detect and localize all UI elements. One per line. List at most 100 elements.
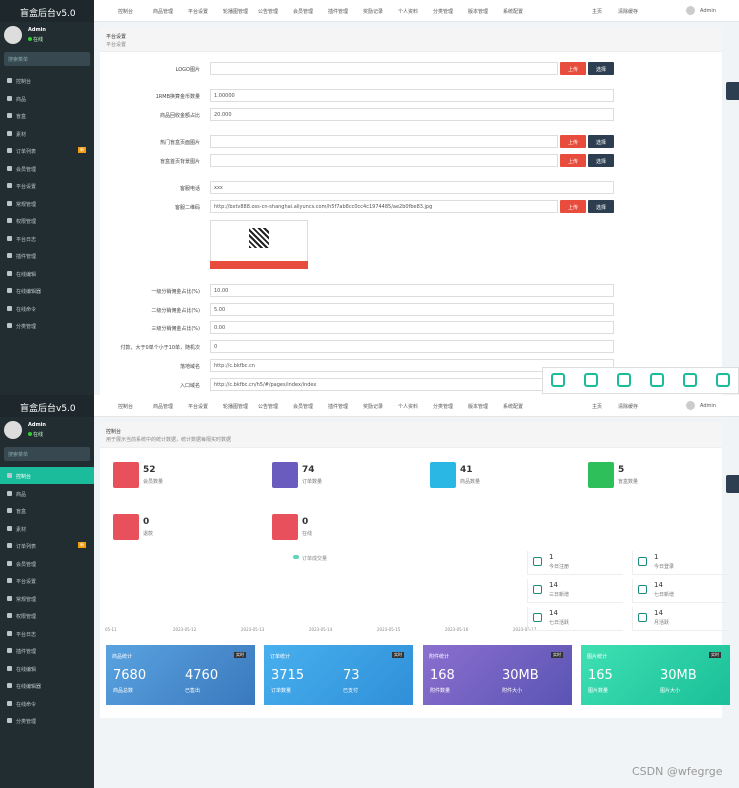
menu-item[interactable]: 常规管理 (16, 596, 37, 603)
menu-item[interactable]: 盲盒 (16, 509, 27, 515)
input[interactable] (210, 321, 614, 334)
nav-cache[interactable]: 清除缓存 (618, 404, 639, 410)
nav-admin[interactable]: Admin (700, 8, 716, 14)
menu-item[interactable]: 订单列表 (16, 544, 37, 550)
input-value: 1.00000 (214, 93, 235, 99)
menu-item[interactable]: 商品 (16, 491, 27, 498)
stat-label: 在线 (302, 531, 313, 537)
input[interactable] (210, 89, 614, 102)
nav-tab[interactable]: 奖励记录 (363, 9, 384, 15)
input[interactable] (210, 359, 614, 372)
nav-tab[interactable]: 控制台 (118, 404, 134, 410)
menu-item[interactable]: 控制台 (16, 474, 32, 480)
tool-icon[interactable] (617, 373, 631, 387)
menu-item[interactable]: 常规管理 (16, 201, 37, 208)
input-value: 0.00 (214, 325, 226, 331)
nav-home[interactable]: 主页 (592, 404, 603, 410)
nav-tab[interactable]: 版本管理 (468, 404, 489, 410)
upload-btn[interactable] (560, 62, 586, 75)
upload-btn[interactable] (560, 135, 586, 148)
tool-icon[interactable] (650, 373, 664, 387)
menu-item[interactable]: 权限管理 (16, 219, 37, 225)
right-tab[interactable] (726, 475, 739, 493)
choose-btn[interactable] (588, 154, 614, 167)
nav-tab[interactable]: 轮播图管理 (223, 404, 249, 410)
nav-tab[interactable]: 个人资料 (398, 9, 419, 15)
menu-item[interactable]: 插件管理 (16, 254, 37, 260)
nav-tab[interactable]: 平台设置 (188, 404, 209, 410)
nav-tab[interactable]: 公告管理 (258, 9, 279, 15)
nav-tab[interactable]: 奖励记录 (363, 404, 384, 410)
nav-cache[interactable]: 清除缓存 (618, 9, 639, 15)
tool-icon[interactable] (551, 373, 565, 387)
nav-tab[interactable]: 控制台 (118, 9, 134, 15)
menu-item[interactable]: 分类管理 (16, 324, 37, 330)
menu-icon (7, 613, 12, 618)
input[interactable] (210, 284, 614, 297)
nav-home[interactable]: 主页 (592, 9, 603, 15)
nav-tab[interactable]: 插件管理 (328, 9, 349, 15)
nav-tab[interactable]: 版本管理 (468, 9, 489, 15)
mini-card (527, 579, 623, 603)
qr-delete[interactable] (210, 261, 308, 269)
menu-item[interactable]: 平台日志 (16, 631, 37, 638)
menu-item[interactable]: 权限管理 (16, 614, 37, 620)
tool-icon[interactable] (716, 373, 730, 387)
nav-tab[interactable]: 商品管理 (153, 404, 174, 410)
menu-item[interactable]: 在线编辑 (16, 666, 37, 673)
mini-label: 今日登录 (654, 564, 675, 570)
nav-tab[interactable]: 系统配置 (503, 404, 524, 410)
choose-btn[interactable] (588, 200, 614, 213)
menu-item[interactable]: 在线编辑 (16, 271, 37, 278)
menu-item[interactable]: 会员管理 (16, 561, 37, 568)
nav-tab[interactable]: 个人资料 (398, 404, 419, 410)
nav-tab[interactable]: 轮播图管理 (223, 9, 249, 15)
nav-tab[interactable]: 会员管理 (293, 404, 314, 410)
stat-icon (588, 462, 614, 488)
nav-tab[interactable]: 会员管理 (293, 9, 314, 15)
menu-item[interactable]: 平台设置 (16, 579, 37, 585)
search-box[interactable] (4, 52, 90, 66)
tool-icon[interactable] (683, 373, 697, 387)
nav-tab[interactable]: 平台设置 (188, 9, 209, 15)
search-box[interactable] (4, 447, 90, 461)
card-value: 165 (588, 668, 613, 683)
nav-tab[interactable]: 系统配置 (503, 9, 524, 15)
menu-item[interactable]: 平台设置 (16, 184, 37, 190)
nav-tab[interactable]: 公告管理 (258, 404, 279, 410)
menu-item[interactable]: 素材 (16, 526, 27, 533)
tool-icon[interactable] (584, 373, 598, 387)
input[interactable] (210, 108, 614, 121)
input[interactable] (210, 303, 614, 316)
menu-item[interactable]: 订单列表 (16, 149, 37, 155)
nav-tab[interactable]: 商品管理 (153, 9, 174, 15)
right-tab[interactable] (726, 82, 739, 100)
menu-item[interactable]: 控制台 (16, 79, 32, 85)
menu-item[interactable]: 在线命令 (16, 701, 37, 708)
menu-item[interactable]: 盲盒 (16, 114, 27, 120)
menu-item[interactable]: 在线编辑器 (16, 289, 42, 295)
input[interactable] (210, 200, 558, 213)
input[interactable] (210, 135, 558, 148)
choose-btn[interactable] (588, 62, 614, 75)
menu-item[interactable]: 在线编辑器 (16, 684, 42, 690)
input[interactable] (210, 62, 558, 75)
nav-admin[interactable]: Admin (700, 403, 716, 409)
input[interactable] (210, 340, 614, 353)
choose-btn[interactable] (588, 135, 614, 148)
menu-item[interactable]: 会员管理 (16, 166, 37, 173)
menu-item[interactable]: 素材 (16, 131, 27, 138)
menu-item[interactable]: 在线命令 (16, 306, 37, 313)
input[interactable] (210, 181, 614, 194)
menu-item[interactable]: 商品 (16, 96, 27, 103)
input[interactable] (210, 154, 558, 167)
nav-tab[interactable]: 分类管理 (433, 404, 454, 410)
upload-btn[interactable] (560, 154, 586, 167)
menu-item[interactable]: 分类管理 (16, 719, 37, 725)
menu-item[interactable]: 平台日志 (16, 236, 37, 243)
upload-btn[interactable] (560, 200, 586, 213)
menu-item[interactable]: 插件管理 (16, 649, 37, 655)
nav-tab[interactable]: 分类管理 (433, 9, 454, 15)
nav-tab[interactable]: 插件管理 (328, 404, 349, 410)
navbar (94, 0, 739, 22)
